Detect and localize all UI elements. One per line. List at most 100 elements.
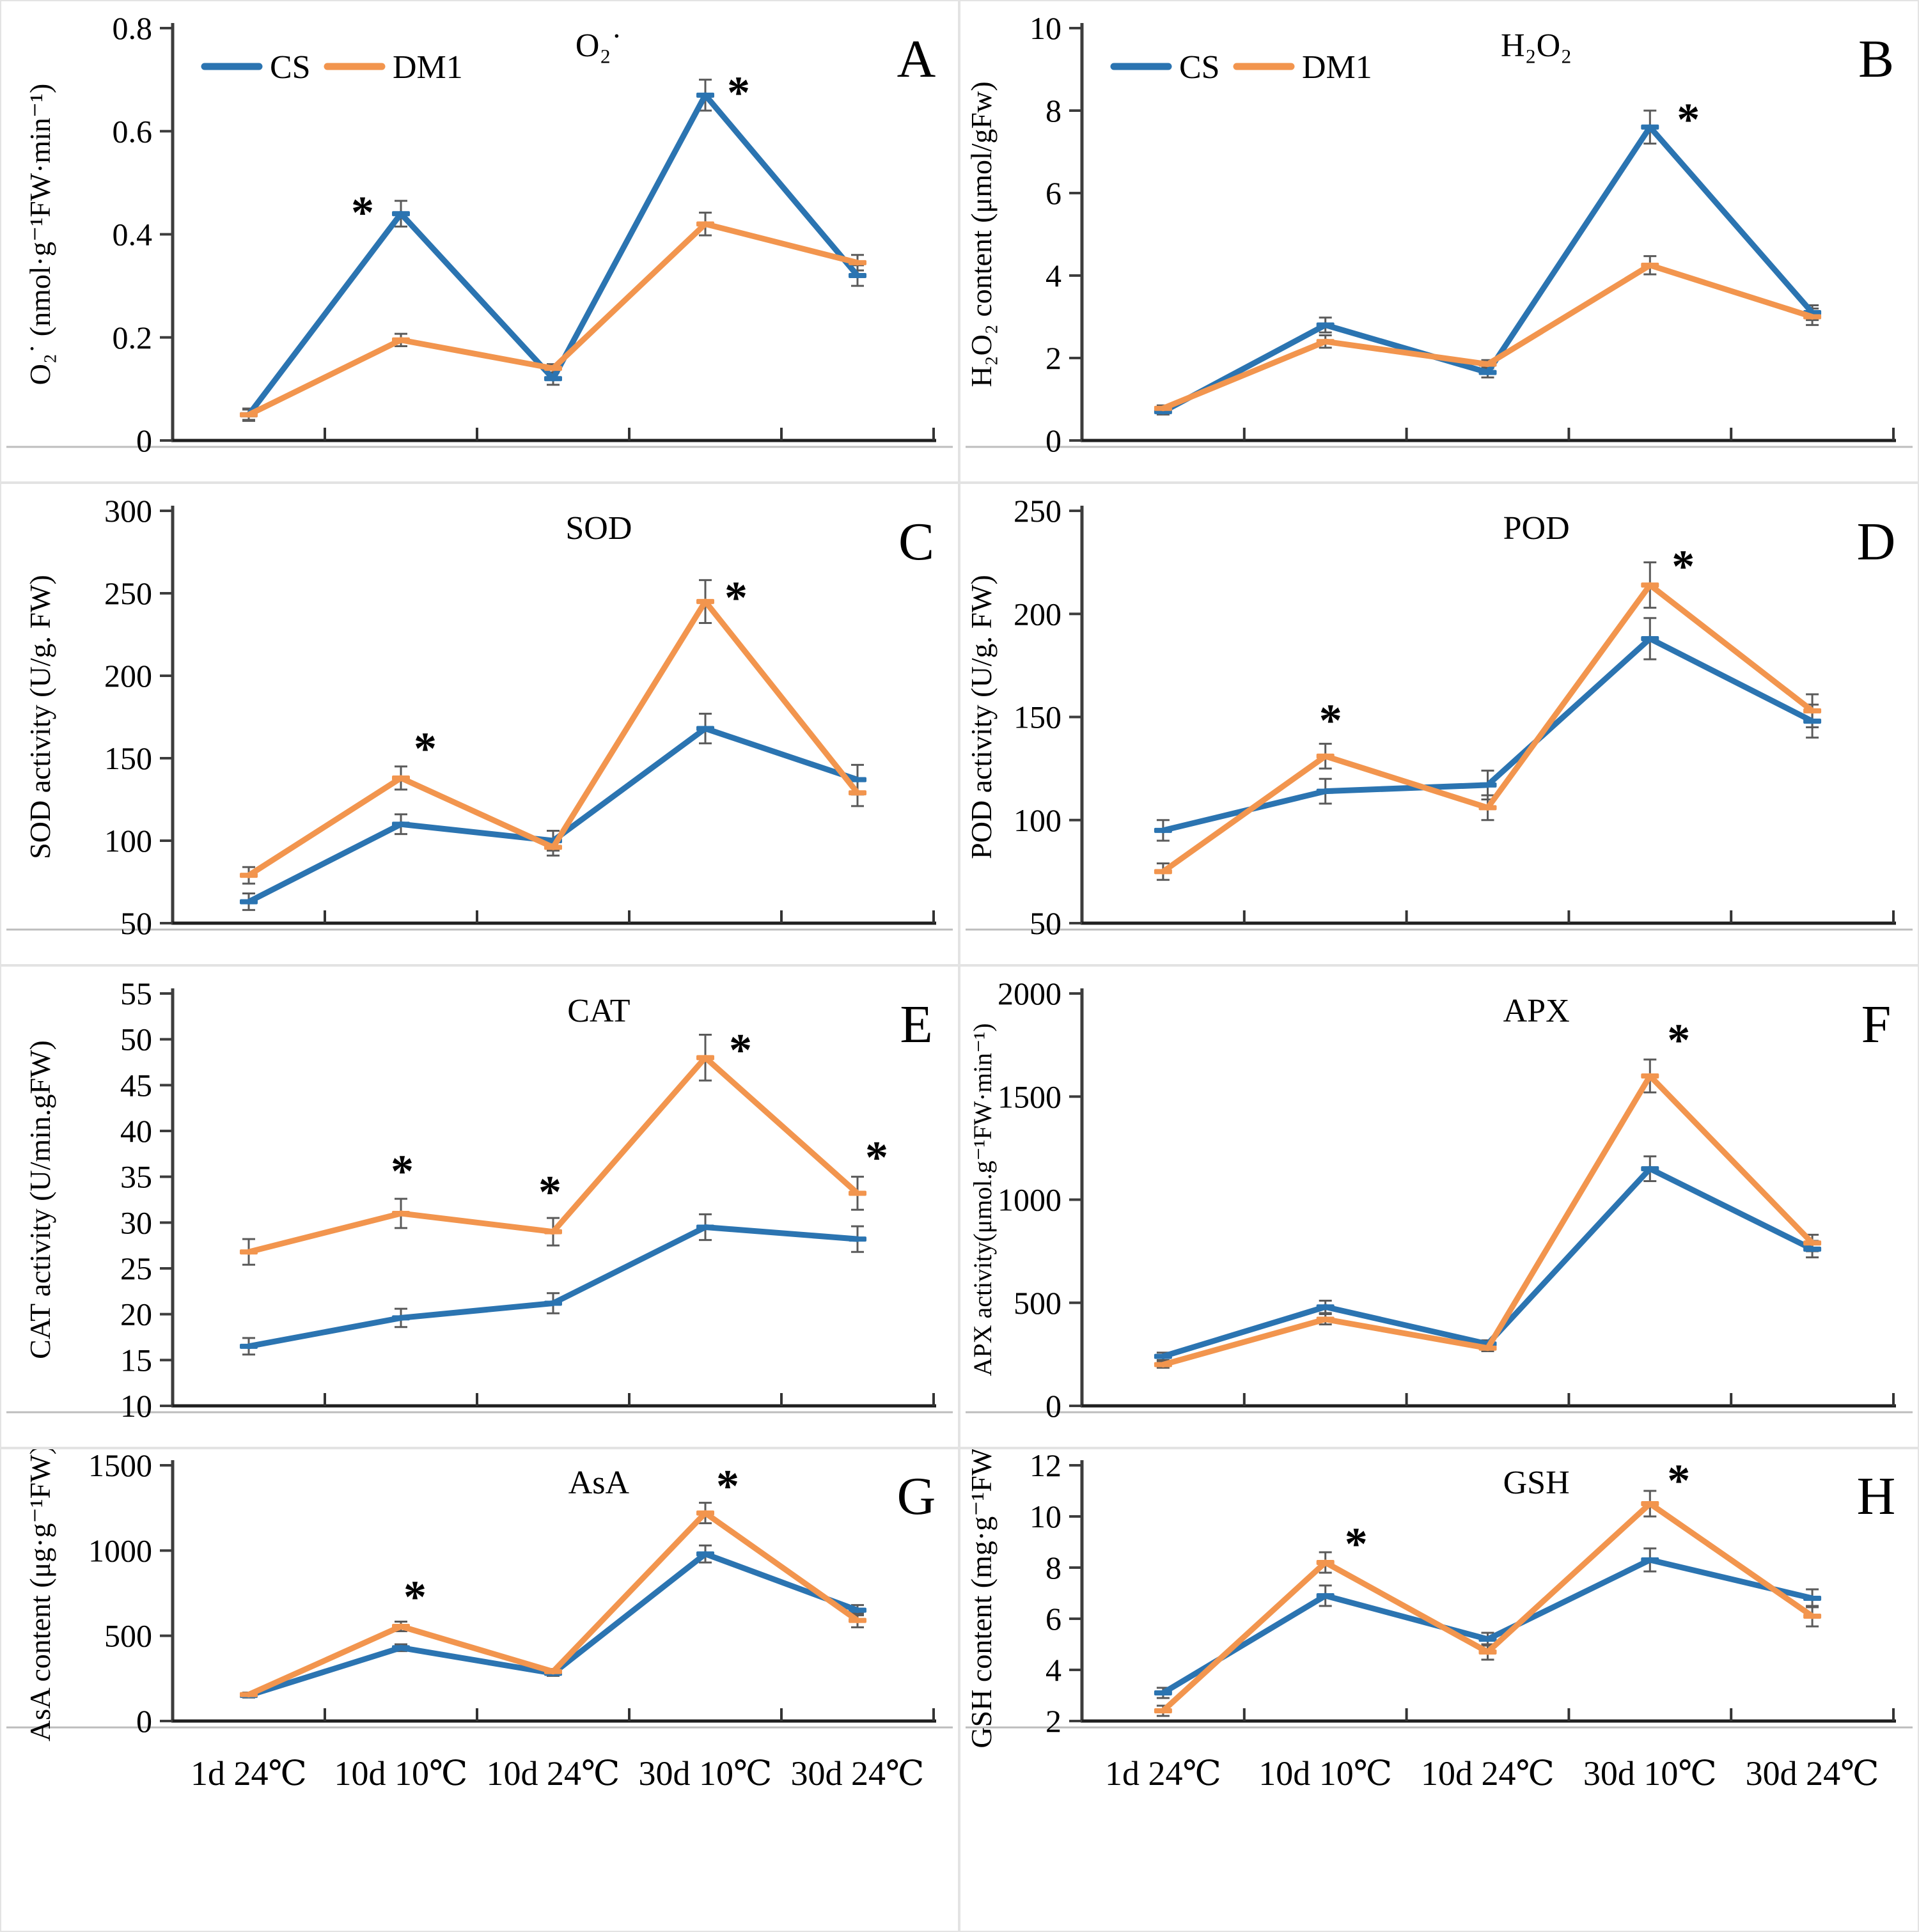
point-marker-cs [1316,1593,1335,1598]
y-tick-label: 0 [136,1703,152,1739]
series-line-dm1 [246,221,861,418]
legend-label-cs: CS [270,49,311,86]
panel-title: SOD [565,510,632,547]
legend-label-cs: CS [1179,49,1220,86]
point-marker-dm1 [1478,361,1497,367]
point-marker-dm1 [1316,339,1335,345]
point-marker-cs [1478,370,1497,375]
point-marker-dm1 [240,1692,258,1697]
panel-letter: H [1857,1467,1896,1526]
y-tick-label: 0.4 [113,217,153,253]
point-marker-dm1 [1803,1240,1822,1246]
significance-asterisk: * [865,1132,888,1183]
series-line-dm1 [1160,582,1815,875]
y-tick-label: 15 [120,1342,152,1378]
x-category-label: 10d 10℃ [1258,1754,1392,1793]
y-tick-label: 0.2 [113,320,153,355]
y-tick-label: 10 [120,1388,152,1424]
y-axis-label: SOD activity (U/g. FW) [24,575,56,859]
point-marker-cs [1641,1557,1659,1562]
point-marker-dm1 [1803,314,1822,320]
significance-asterisk: * [1667,1015,1690,1066]
y-tick-label: 1000 [88,1532,152,1568]
y-tick-label: 50 [1030,905,1061,941]
panel-title: H₂O₂ [1501,27,1572,64]
y-tick-label: 0 [1046,423,1061,458]
x-category-label: 30d 10℃ [1583,1754,1717,1793]
point-marker-cs [392,822,410,827]
point-marker-dm1 [392,775,410,781]
point-marker-cs [849,1607,866,1613]
chart-panel-h: 2 4 6 8 10 12 * * GSH H GSH content (mg·g⁻¹FW) 1d 2… [965,1449,1913,1793]
panel-letter: F [1861,995,1892,1054]
point-marker-cs [849,1236,866,1242]
point-marker-cs [1641,124,1659,130]
y-axis-label: O₂˙ (nmol·g⁻¹FW·min⁻¹) [24,84,56,386]
point-marker-dm1 [1316,1560,1335,1565]
point-marker-cs [849,777,866,783]
significance-asterisk: * [351,187,374,238]
chart-panel-g: 0 500 1000 1500 * * AsA G AsA content (μg·g⁻¹FW)… [6,1449,953,1793]
panel-title: O₂˙ [576,27,622,64]
panel-title: POD [1503,510,1570,547]
point-marker-dm1 [1641,582,1659,588]
chart-panel-d: 50 100 150 200 250 * * POD D POD activity (U/g. F… [965,493,1913,941]
panel-c: 50 100 150 200 250 300 * * SOD C SOD activity (U/g… [0,483,959,965]
y-axis-label: CAT activity (U/min.gFW) [24,1040,56,1359]
significance-asterisk: * [725,572,748,623]
y-tick-label: 0.8 [113,10,153,46]
y-tick-label: 300 [104,493,152,529]
x-category-label: 30d 24℃ [791,1754,925,1793]
panel-letter: B [1858,29,1894,89]
point-marker-cs [1641,1166,1659,1172]
panel-letter: A [897,29,936,89]
point-marker-dm1 [544,1229,562,1235]
y-tick-label: 35 [120,1159,152,1195]
point-marker-cs [1154,827,1172,833]
x-category-label: 30d 24℃ [1746,1754,1879,1793]
point-marker-dm1 [849,1190,866,1196]
point-marker-cs [392,1315,410,1321]
y-tick-label: 4 [1046,1652,1061,1688]
legend-label-dm1: DM1 [1302,49,1372,86]
y-tick-label: 1500 [88,1449,152,1483]
series-line-cs [1160,1165,1815,1360]
panel-a: 0 0.2 0.4 0.6 0.8 * * O₂˙ A O₂˙ (nmol·g⁻¹FW·min⁻¹… [0,0,959,483]
point-marker-dm1 [1316,753,1335,759]
point-marker-dm1 [1478,1345,1497,1351]
x-category-label: 1d 24℃ [1105,1754,1221,1793]
point-marker-cs [696,1551,714,1557]
point-marker-dm1 [849,1617,866,1623]
point-marker-cs [544,376,562,382]
point-marker-cs [1316,1304,1335,1310]
point-marker-dm1 [696,221,714,227]
x-category-label: 10d 24℃ [1421,1754,1555,1793]
point-marker-dm1 [696,1510,714,1516]
y-tick-label: 200 [104,658,152,694]
point-marker-dm1 [1154,405,1172,411]
significance-asterisk: * [414,723,437,774]
y-tick-label: 45 [120,1067,152,1103]
significance-asterisk: * [729,1024,752,1075]
y-tick-label: 0 [1046,1388,1061,1424]
significance-asterisk: * [1345,1518,1368,1570]
point-marker-cs [1803,1596,1822,1601]
y-tick-label: 100 [1014,802,1061,838]
point-marker-cs [696,726,714,731]
point-marker-cs [392,211,410,217]
series-line-cs [1160,1557,1815,1696]
y-tick-label: 50 [120,905,152,941]
point-marker-dm1 [240,873,258,878]
point-marker-dm1 [1641,1073,1659,1079]
panel-title: CAT [567,993,630,1029]
point-marker-cs [1803,1246,1822,1252]
significance-asterisk: * [391,1146,414,1197]
point-marker-dm1 [240,412,258,417]
point-marker-cs [1154,1690,1172,1695]
point-marker-cs [1478,782,1497,788]
legend-label-dm1: DM1 [393,49,463,86]
point-marker-dm1 [392,1211,410,1216]
point-marker-dm1 [240,1249,258,1255]
significance-asterisk: * [1672,541,1695,592]
panel-h: 2 4 6 8 10 12 * * GSH H GSH content (mg·g⁻¹FW) 1d 2… [959,1448,1919,1932]
